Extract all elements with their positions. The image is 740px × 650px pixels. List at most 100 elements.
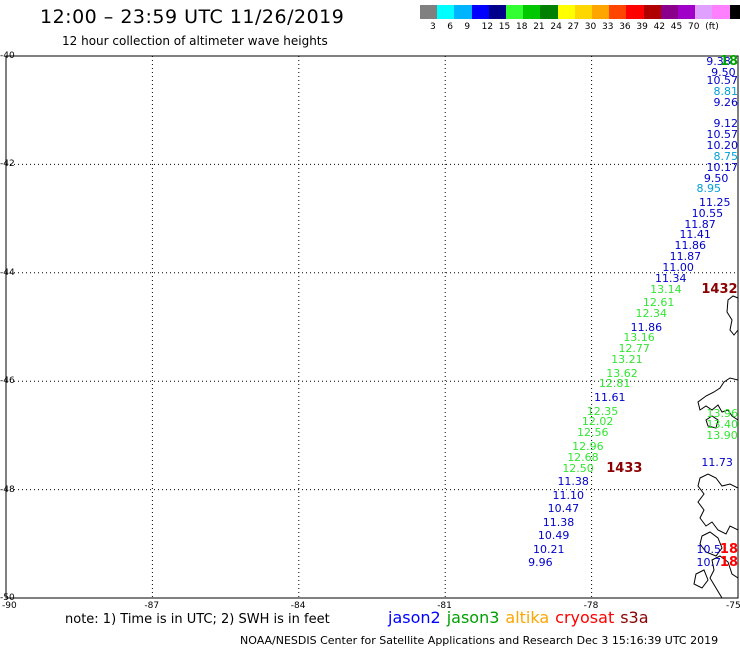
wave-height-value: 11.10 (552, 488, 585, 502)
wave-height-value: 12.96 (572, 439, 604, 453)
lon-tick-label: -90 (2, 601, 17, 611)
lon-tick-label: -81 (437, 601, 452, 611)
color-scale-tick: 12 (481, 22, 494, 32)
coastline (699, 531, 723, 557)
wave-height-value: 13.40 (706, 418, 739, 432)
coastline (697, 473, 739, 535)
legend-altika: altika (505, 608, 550, 627)
color-swatch (660, 5, 679, 19)
color-scale-tick: 42 (653, 22, 666, 32)
lon-tick-label: -78 (583, 601, 599, 611)
color-swatch (523, 5, 542, 19)
wave-height-value: 10.57 (706, 128, 739, 142)
lon-tick-label: -87 (144, 601, 160, 611)
wave-height-value: 12.81 (598, 377, 631, 391)
color-swatch (420, 5, 438, 19)
note-text: note: 1) Time is in UTC; 2) SWH is in fe… (65, 612, 330, 627)
wave-height-value: 8.75 (713, 149, 739, 163)
lat-tick-label: -40 (0, 51, 15, 61)
wave-height-value: 12.35 (586, 404, 619, 418)
color-swatch (712, 5, 731, 19)
wave-height-value: 11.41 (679, 228, 711, 242)
wave-height-value: 11.73 (701, 456, 733, 470)
wave-height-value: 9.96 (528, 556, 553, 570)
wave-height-value: 1432 (701, 281, 738, 297)
color-swatch (729, 5, 740, 19)
color-scale-tick: 21 (533, 22, 545, 32)
wave-height-value: 9.38 (706, 55, 731, 68)
color-scale-tick: 45 (670, 22, 683, 32)
color-scale-tick: 30 (584, 22, 597, 32)
wave-height-value: 11.25 (698, 195, 731, 209)
wave-height-value: 10.21 (533, 542, 565, 556)
wave-height-value: 12.61 (642, 296, 675, 310)
wave-height-value: 13.96 (706, 407, 739, 421)
legend-jason2: jason2 (388, 608, 441, 627)
wave-height-value: 18 (719, 541, 738, 557)
lat-tick-label: -48 (0, 484, 15, 495)
legend-cryosat: cryosat (555, 608, 615, 627)
wave-height-value: 12.56 (576, 426, 609, 440)
wave-height-value: 11.86 (674, 239, 707, 253)
color-swatch (437, 5, 456, 19)
color-swatch (506, 5, 524, 19)
coastline (697, 377, 739, 421)
lat-tick-label: -50 (0, 593, 15, 603)
wave-height-value: 10.17 (706, 160, 739, 174)
lon-tick-label: -84 (290, 601, 306, 611)
color-scale-tick: 39 (636, 22, 648, 32)
wave-height-value: 12.50 (562, 461, 594, 475)
wave-height-value: 9.26 (713, 95, 739, 109)
wave-height-value: 11.00 (662, 260, 694, 274)
color-scale-tick: 24 (550, 22, 562, 32)
wave-height-value: 13.16 (623, 331, 655, 345)
wave-height-value: 11.61 (594, 391, 626, 405)
color-scale-tick: (ft) (705, 22, 719, 32)
color-scale-tick: 33 (602, 22, 614, 32)
color-swatch (609, 5, 628, 19)
lat-tick-label: -46 (0, 376, 15, 387)
wave-height-value: 9.50 (703, 171, 729, 185)
wave-height-value: 11.86 (630, 320, 663, 334)
color-scale-tick: 70 (688, 22, 700, 32)
wave-height-value: 12.34 (635, 307, 668, 321)
wave-height-value: 10.20 (706, 139, 739, 152)
wave-height-value: 13.14 (650, 282, 682, 296)
color-scale-tick: 18 (516, 22, 528, 32)
coastline (726, 295, 739, 336)
lon-tick-label: -75 (726, 601, 740, 611)
wave-height-value: 11.34 (655, 271, 687, 285)
color-swatch (592, 5, 610, 19)
wave-height-value: 10.7 (696, 556, 722, 570)
color-swatch (626, 5, 645, 19)
wave-height-value: 13.62 (606, 366, 638, 380)
wave-height-value: 8.95 (696, 182, 722, 196)
color-swatch (454, 5, 473, 19)
coastline (693, 569, 709, 589)
wave-height-value: 8.81 (713, 84, 739, 98)
color-swatch (574, 5, 593, 19)
lat-tick-label: -42 (0, 159, 15, 170)
coastline (705, 415, 719, 429)
color-scale-tick: 15 (498, 22, 511, 32)
color-scale-tick: 6 (447, 22, 453, 32)
legend-s3a: s3a (620, 608, 649, 627)
wave-height-value: 12.02 (581, 415, 614, 429)
wave-height-value: 13.90 (706, 428, 738, 442)
wave-height-value: 11.38 (557, 475, 589, 489)
wave-height-value: 13.21 (611, 353, 643, 367)
color-swatch (557, 5, 576, 19)
wave-height-value: 9.12 (713, 117, 739, 131)
map-title: 12:00 – 23:59 UTC 11/26/2019 (40, 6, 345, 28)
wave-height-value: 10.57 (706, 73, 739, 87)
footer-credit: NOAA/NESDIS Center for Satellite Applica… (240, 634, 719, 647)
wave-height-value: 11.87 (669, 250, 702, 264)
wave-height-value: 12.68 (567, 450, 599, 464)
color-scale-tick: 36 (619, 22, 631, 32)
color-swatch (540, 5, 559, 19)
lat-tick-label: -44 (0, 267, 15, 278)
wave-height-value: 12.77 (618, 342, 650, 356)
wave-height-value: 10.55 (691, 206, 724, 220)
color-scale-tick: 27 (567, 22, 580, 32)
